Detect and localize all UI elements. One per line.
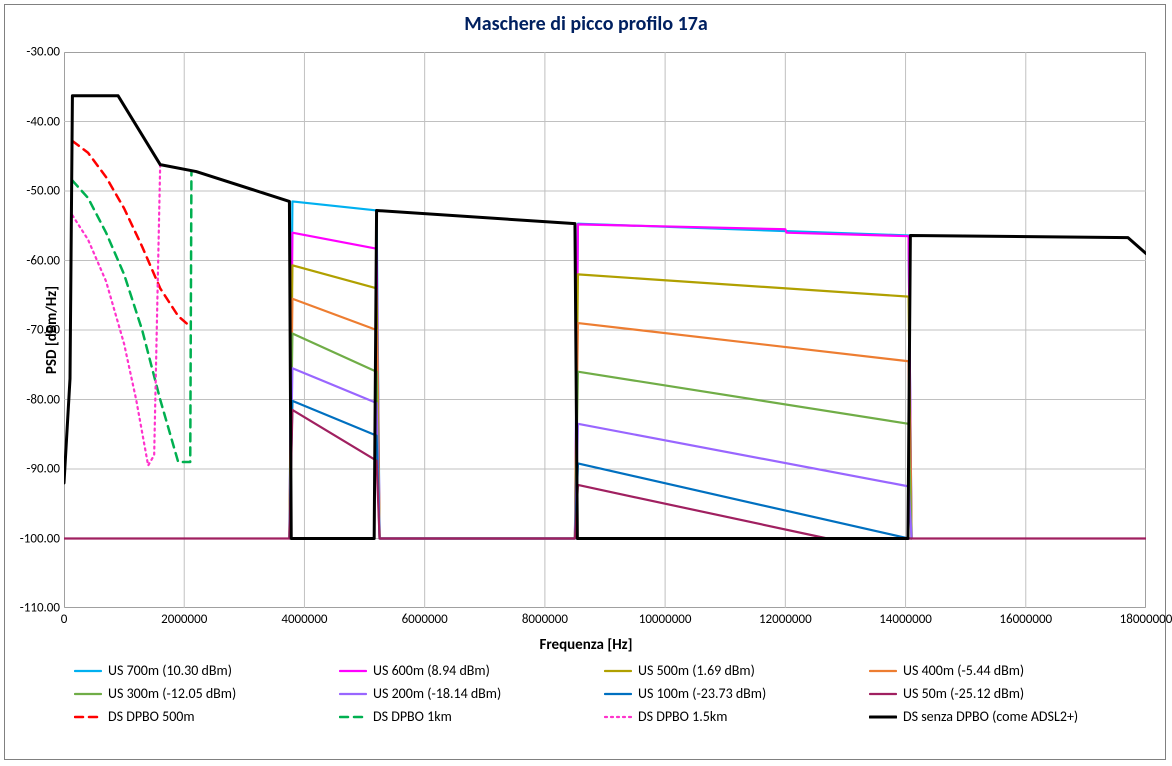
x-tick-label: 14000000 [879,612,932,627]
x-tick-label: 12000000 [759,612,812,627]
chart-title: Maschere di picco profilo 17a [0,12,1172,36]
series-line [289,201,911,538]
legend-label: DS DPBO 1km [373,708,452,725]
legend-swatch [74,688,102,700]
legend-label: DS DPBO 500m [108,708,195,725]
y-tick-label: -30.00 [26,45,60,60]
legend-label: US 600m (8.94 dBm) [373,662,490,679]
y-tick-label: -70.00 [26,323,60,338]
y-tick-label: -60.00 [26,253,60,268]
x-tick-label: 10000000 [639,612,692,627]
series-line [72,172,191,463]
series-line [289,224,911,538]
series-line [289,265,911,538]
legend-item: US 200m (-18.14 dBm) [339,685,604,702]
x-tick-label: 6000000 [402,612,448,627]
legend-swatch [869,688,897,700]
legend-label: US 50m (-25.12 dBm) [903,685,1024,702]
y-tick-label: -50.00 [26,184,60,199]
x-axis-label: Frequenza [Hz] [0,636,1172,654]
y-tick-label: -80.00 [26,392,60,407]
legend-swatch [74,711,102,723]
legend-item: DS senza DPBO (come ADSL2+) [869,708,1134,725]
legend-label: US 200m (-18.14 dBm) [373,685,501,702]
legend-swatch [74,665,102,677]
legend-item: US 100m (-23.73 dBm) [604,685,869,702]
x-tick-label: 16000000 [999,612,1052,627]
plot-svg [64,52,1146,608]
series-line [289,368,911,538]
series-line [289,333,911,538]
legend-swatch [339,688,367,700]
legend-label: US 300m (-12.05 dBm) [108,685,236,702]
legend-item: US 500m (1.69 dBm) [604,662,869,679]
y-tick-label: -100.00 [20,531,60,546]
legend-label: US 400m (-5.44 dBm) [903,662,1024,679]
legend-label: US 700m (10.30 dBm) [108,662,232,679]
legend-item: US 700m (10.30 dBm) [74,662,339,679]
y-tick-label: -90.00 [26,462,60,477]
legend-item: US 300m (-12.05 dBm) [74,685,339,702]
legend-label: DS DPBO 1.5km [638,708,727,725]
legend-item: US 400m (-5.44 dBm) [869,662,1134,679]
legend-swatch [604,665,632,677]
legend: US 700m (10.30 dBm) US 600m (8.94 dBm) US … [74,662,1136,731]
series-line [289,299,911,539]
legend-swatch [869,665,897,677]
legend-item: US 600m (8.94 dBm) [339,662,604,679]
legend-swatch [869,711,897,723]
y-tick-label: -110.00 [20,601,60,616]
x-tick-label: 2000000 [161,612,207,627]
x-tick-label: 4000000 [281,612,327,627]
legend-item: US 50m (-25.12 dBm) [869,685,1134,702]
legend-label: US 100m (-23.73 dBm) [638,685,766,702]
legend-swatch [339,711,367,723]
x-tick-label: 0 [61,612,68,627]
legend-swatch [604,688,632,700]
legend-label: DS senza DPBO (come ADSL2+) [903,708,1078,725]
series-line [64,96,1146,539]
x-tick-label: 18000000 [1120,612,1172,627]
x-tick-label: 8000000 [522,612,568,627]
legend-item: DS DPBO 500m [74,708,339,725]
legend-item: DS DPBO 1km [339,708,604,725]
legend-swatch [339,665,367,677]
y-tick-label: -40.00 [26,114,60,129]
legend-label: US 500m (1.69 dBm) [638,662,755,679]
legend-item: DS DPBO 1.5km [604,708,869,725]
series-line [72,165,160,466]
legend-swatch [604,711,632,723]
